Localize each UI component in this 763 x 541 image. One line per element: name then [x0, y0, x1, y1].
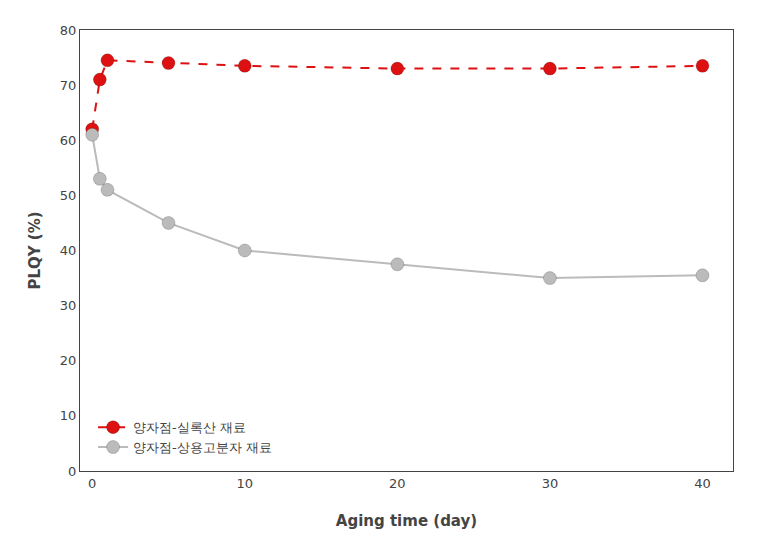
- svg-text:80: 80: [60, 23, 77, 38]
- svg-text:양자점-실록산 재료: 양자점-실록산 재료: [133, 420, 246, 435]
- svg-text:PLQY (%): PLQY (%): [26, 211, 44, 289]
- svg-text:40: 40: [60, 243, 77, 258]
- svg-text:50: 50: [60, 188, 77, 203]
- svg-text:Aging time (day): Aging time (day): [336, 512, 477, 530]
- svg-text:40: 40: [694, 476, 711, 491]
- svg-text:20: 20: [389, 476, 406, 491]
- svg-text:20: 20: [60, 353, 77, 368]
- svg-text:0: 0: [68, 464, 76, 479]
- svg-text:30: 30: [60, 298, 77, 313]
- svg-text:양자점-상용고분자 재료: 양자점-상용고분자 재료: [133, 440, 272, 455]
- svg-text:60: 60: [60, 133, 77, 148]
- svg-text:30: 30: [542, 476, 559, 491]
- svg-text:0: 0: [88, 476, 96, 491]
- svg-text:10: 10: [237, 476, 254, 491]
- svg-text:70: 70: [60, 78, 77, 93]
- svg-text:10: 10: [60, 408, 77, 423]
